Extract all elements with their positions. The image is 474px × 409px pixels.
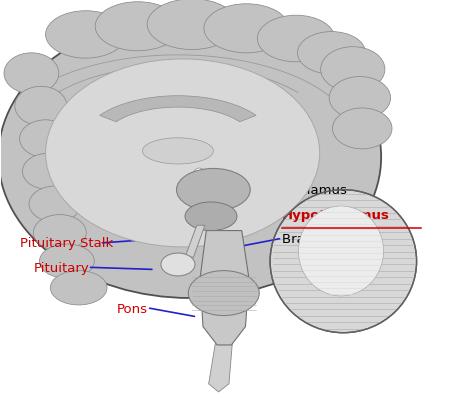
Text: Thalamus: Thalamus (282, 184, 347, 197)
Ellipse shape (270, 190, 417, 333)
Text: Pons: Pons (117, 302, 147, 315)
Ellipse shape (143, 139, 213, 164)
Ellipse shape (29, 187, 81, 222)
Ellipse shape (46, 12, 126, 59)
Polygon shape (185, 226, 205, 258)
Text: Brain stem: Brain stem (282, 233, 355, 246)
Ellipse shape (188, 271, 259, 316)
Ellipse shape (176, 169, 250, 211)
Polygon shape (100, 97, 256, 123)
Ellipse shape (185, 202, 237, 231)
Polygon shape (200, 231, 249, 345)
Ellipse shape (320, 47, 385, 92)
Ellipse shape (332, 109, 392, 149)
Ellipse shape (46, 60, 319, 247)
Ellipse shape (95, 3, 180, 52)
Text: Pituitary Stalk: Pituitary Stalk (19, 237, 113, 250)
Ellipse shape (0, 17, 381, 298)
Ellipse shape (50, 271, 107, 305)
Text: Pituitary: Pituitary (34, 261, 90, 274)
Ellipse shape (298, 32, 365, 75)
Ellipse shape (161, 254, 195, 276)
Ellipse shape (299, 207, 383, 296)
Ellipse shape (15, 87, 67, 126)
Ellipse shape (19, 121, 72, 158)
Polygon shape (209, 344, 232, 392)
Ellipse shape (329, 77, 391, 120)
Ellipse shape (204, 5, 289, 54)
Ellipse shape (39, 245, 94, 279)
Text: Hypothalamus: Hypothalamus (282, 208, 390, 221)
Ellipse shape (22, 154, 73, 190)
Ellipse shape (147, 0, 237, 50)
Ellipse shape (33, 215, 86, 251)
Ellipse shape (257, 16, 335, 63)
Ellipse shape (191, 169, 208, 200)
Ellipse shape (4, 54, 59, 94)
